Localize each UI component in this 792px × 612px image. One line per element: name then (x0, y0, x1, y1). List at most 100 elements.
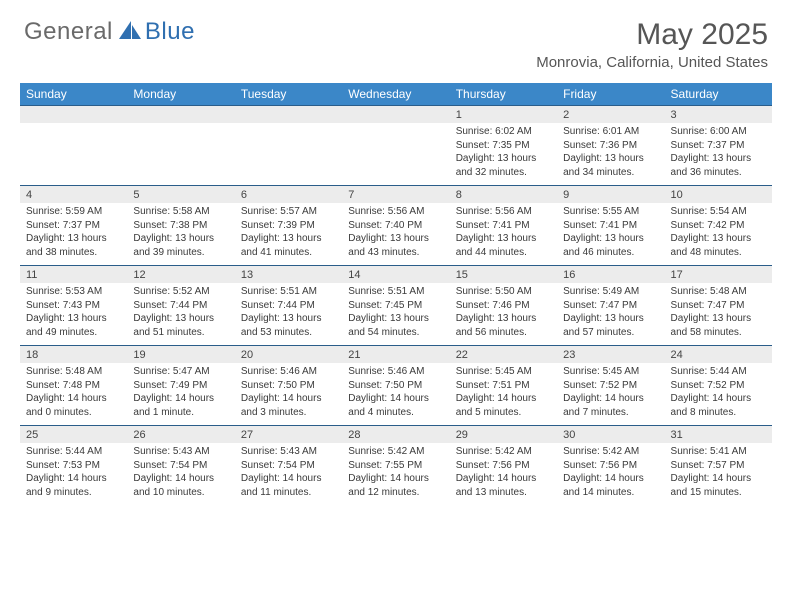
day-detail-cell: Sunrise: 5:55 AMSunset: 7:41 PMDaylight:… (557, 203, 664, 266)
day-number-row: 25262728293031 (20, 426, 772, 444)
day-detail-cell: Sunrise: 5:46 AMSunset: 7:50 PMDaylight:… (342, 363, 449, 426)
sunset-text: Sunset: 7:54 PM (133, 459, 228, 473)
sunset-text: Sunset: 7:40 PM (348, 219, 443, 233)
weekday-header: Tuesday (235, 83, 342, 106)
sunset-text: Sunset: 7:47 PM (671, 299, 766, 313)
daylight-text: Daylight: 13 hours and 56 minutes. (456, 312, 551, 339)
day-number-cell: 10 (665, 186, 772, 204)
day-number-cell: 31 (665, 426, 772, 444)
sunset-text: Sunset: 7:50 PM (241, 379, 336, 393)
weekday-header: Monday (127, 83, 234, 106)
day-number-cell: 22 (450, 346, 557, 364)
day-detail-row: Sunrise: 5:48 AMSunset: 7:48 PMDaylight:… (20, 363, 772, 426)
daylight-text: Daylight: 13 hours and 48 minutes. (671, 232, 766, 259)
daylight-text: Daylight: 14 hours and 14 minutes. (563, 472, 658, 499)
header: General Blue May 2025 Monrovia, Californ… (0, 0, 792, 77)
day-detail-cell: Sunrise: 5:42 AMSunset: 7:55 PMDaylight:… (342, 443, 449, 505)
sunrise-text: Sunrise: 6:00 AM (671, 125, 766, 139)
day-detail-cell: Sunrise: 5:41 AMSunset: 7:57 PMDaylight:… (665, 443, 772, 505)
sunset-text: Sunset: 7:56 PM (563, 459, 658, 473)
sunrise-text: Sunrise: 5:58 AM (133, 205, 228, 219)
day-detail-cell: Sunrise: 5:45 AMSunset: 7:51 PMDaylight:… (450, 363, 557, 426)
daylight-text: Daylight: 14 hours and 0 minutes. (26, 392, 121, 419)
sunrise-text: Sunrise: 5:43 AM (133, 445, 228, 459)
day-detail-cell: Sunrise: 5:42 AMSunset: 7:56 PMDaylight:… (557, 443, 664, 505)
day-number-cell: 27 (235, 426, 342, 444)
location-text: Monrovia, California, United States (536, 54, 768, 71)
daylight-text: Daylight: 14 hours and 1 minute. (133, 392, 228, 419)
day-detail-cell: Sunrise: 5:42 AMSunset: 7:56 PMDaylight:… (450, 443, 557, 505)
day-detail-cell: Sunrise: 5:44 AMSunset: 7:53 PMDaylight:… (20, 443, 127, 505)
daylight-text: Daylight: 13 hours and 51 minutes. (133, 312, 228, 339)
day-number-cell: 1 (450, 106, 557, 124)
day-detail-row: Sunrise: 5:59 AMSunset: 7:37 PMDaylight:… (20, 203, 772, 266)
sunset-text: Sunset: 7:45 PM (348, 299, 443, 313)
day-detail-cell: Sunrise: 5:59 AMSunset: 7:37 PMDaylight:… (20, 203, 127, 266)
daylight-text: Daylight: 14 hours and 4 minutes. (348, 392, 443, 419)
day-number-cell: 4 (20, 186, 127, 204)
day-number-cell: 30 (557, 426, 664, 444)
daylight-text: Daylight: 13 hours and 53 minutes. (241, 312, 336, 339)
day-detail-cell: Sunrise: 5:58 AMSunset: 7:38 PMDaylight:… (127, 203, 234, 266)
daylight-text: Daylight: 14 hours and 5 minutes. (456, 392, 551, 419)
day-number-row: 45678910 (20, 186, 772, 204)
day-detail-cell (235, 123, 342, 186)
weekday-header: Friday (557, 83, 664, 106)
day-number-cell: 23 (557, 346, 664, 364)
weekday-header: Sunday (20, 83, 127, 106)
sunrise-text: Sunrise: 5:46 AM (348, 365, 443, 379)
sunrise-text: Sunrise: 5:51 AM (348, 285, 443, 299)
day-detail-cell: Sunrise: 5:43 AMSunset: 7:54 PMDaylight:… (127, 443, 234, 505)
sunrise-text: Sunrise: 5:51 AM (241, 285, 336, 299)
sunset-text: Sunset: 7:39 PM (241, 219, 336, 233)
sunset-text: Sunset: 7:47 PM (563, 299, 658, 313)
day-number-cell: 7 (342, 186, 449, 204)
day-detail-cell: Sunrise: 5:48 AMSunset: 7:48 PMDaylight:… (20, 363, 127, 426)
sunrise-text: Sunrise: 5:56 AM (348, 205, 443, 219)
sunrise-text: Sunrise: 5:53 AM (26, 285, 121, 299)
day-detail-cell: Sunrise: 5:44 AMSunset: 7:52 PMDaylight:… (665, 363, 772, 426)
daylight-text: Daylight: 14 hours and 7 minutes. (563, 392, 658, 419)
sunset-text: Sunset: 7:51 PM (456, 379, 551, 393)
sunset-text: Sunset: 7:53 PM (26, 459, 121, 473)
weekday-header-row: Sunday Monday Tuesday Wednesday Thursday… (20, 83, 772, 106)
day-detail-cell (127, 123, 234, 186)
sunrise-text: Sunrise: 5:49 AM (563, 285, 658, 299)
sunrise-text: Sunrise: 5:54 AM (671, 205, 766, 219)
day-detail-cell: Sunrise: 5:51 AMSunset: 7:44 PMDaylight:… (235, 283, 342, 346)
daylight-text: Daylight: 13 hours and 54 minutes. (348, 312, 443, 339)
sunrise-text: Sunrise: 5:50 AM (456, 285, 551, 299)
day-detail-cell: Sunrise: 5:46 AMSunset: 7:50 PMDaylight:… (235, 363, 342, 426)
day-number-cell: 13 (235, 266, 342, 284)
sunset-text: Sunset: 7:37 PM (671, 139, 766, 153)
day-number-cell: 25 (20, 426, 127, 444)
day-number-cell: 20 (235, 346, 342, 364)
day-number-cell: 29 (450, 426, 557, 444)
sunrise-text: Sunrise: 5:44 AM (671, 365, 766, 379)
sunset-text: Sunset: 7:55 PM (348, 459, 443, 473)
sunset-text: Sunset: 7:42 PM (671, 219, 766, 233)
daylight-text: Daylight: 14 hours and 15 minutes. (671, 472, 766, 499)
day-number-cell: 17 (665, 266, 772, 284)
day-number-row: 18192021222324 (20, 346, 772, 364)
sunrise-text: Sunrise: 5:57 AM (241, 205, 336, 219)
day-detail-row: Sunrise: 5:44 AMSunset: 7:53 PMDaylight:… (20, 443, 772, 505)
day-detail-cell: Sunrise: 5:48 AMSunset: 7:47 PMDaylight:… (665, 283, 772, 346)
day-number-cell: 14 (342, 266, 449, 284)
day-number-cell: 15 (450, 266, 557, 284)
logo-text-blue: Blue (145, 18, 195, 46)
day-number-cell: 3 (665, 106, 772, 124)
sunset-text: Sunset: 7:57 PM (671, 459, 766, 473)
sunrise-text: Sunrise: 5:42 AM (348, 445, 443, 459)
sunrise-text: Sunrise: 5:45 AM (456, 365, 551, 379)
logo: General Blue (24, 18, 195, 46)
sunset-text: Sunset: 7:41 PM (563, 219, 658, 233)
day-detail-cell (342, 123, 449, 186)
sunrise-text: Sunrise: 5:48 AM (671, 285, 766, 299)
weekday-header: Saturday (665, 83, 772, 106)
day-detail-cell: Sunrise: 5:50 AMSunset: 7:46 PMDaylight:… (450, 283, 557, 346)
day-number-cell (127, 106, 234, 124)
day-detail-cell: Sunrise: 5:49 AMSunset: 7:47 PMDaylight:… (557, 283, 664, 346)
sunrise-text: Sunrise: 5:47 AM (133, 365, 228, 379)
sunset-text: Sunset: 7:52 PM (563, 379, 658, 393)
